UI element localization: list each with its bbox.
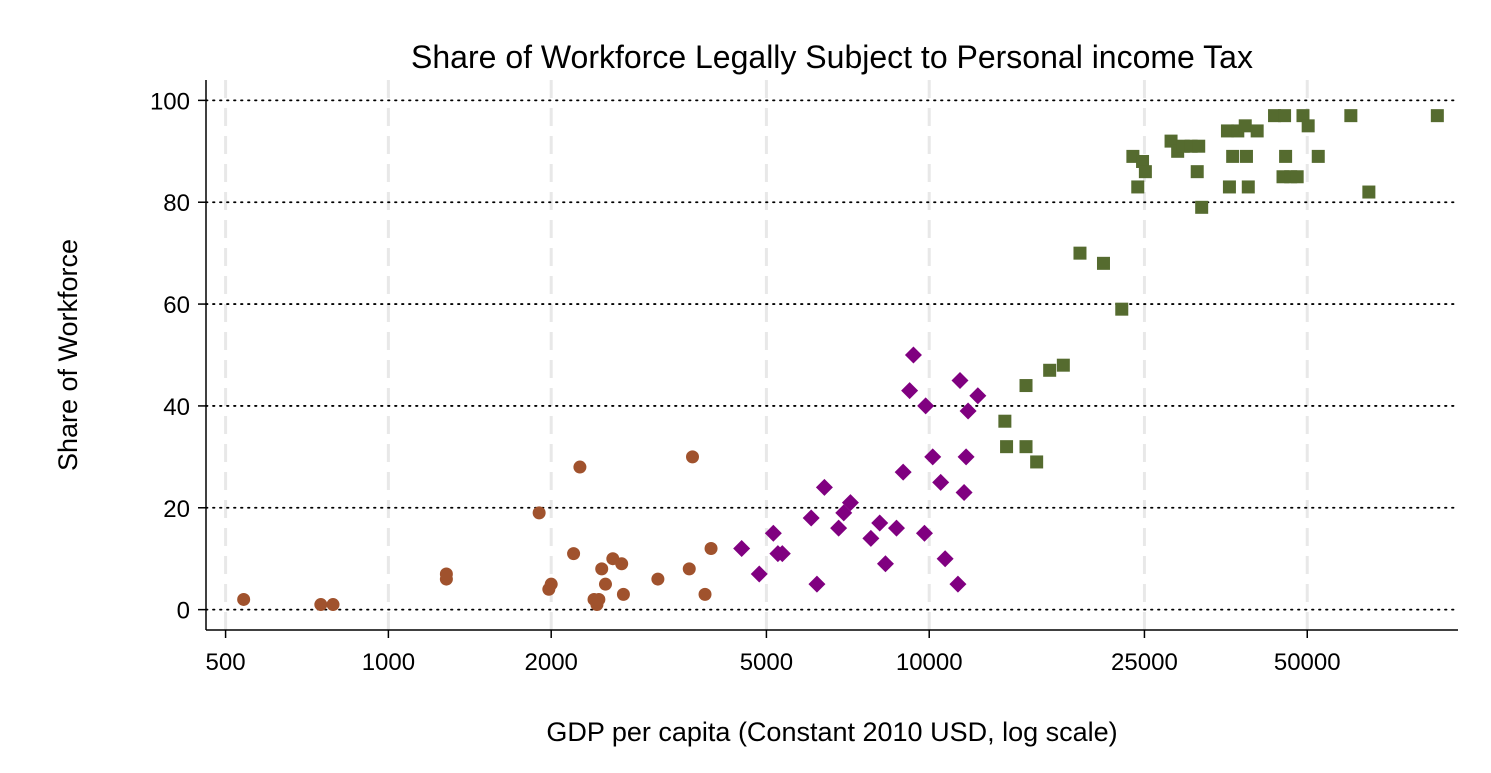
diamond-point (895, 464, 912, 481)
x-tick-label: 2000 (525, 649, 578, 676)
x-tick-label: 5000 (740, 649, 793, 676)
circle-point (705, 542, 718, 555)
diamond-point (905, 347, 922, 364)
y-tick-label: 20 (163, 496, 190, 523)
y-axis-label: Share of Workforce (53, 239, 83, 471)
square-point (1278, 109, 1291, 122)
diamond-point (969, 387, 986, 404)
square-point (1312, 150, 1325, 163)
diamond-point (830, 520, 847, 537)
x-tick-label: 50000 (1274, 649, 1341, 676)
square-point (1030, 455, 1043, 468)
square-point (1344, 109, 1357, 122)
square-point (1226, 150, 1239, 163)
circle-point (327, 598, 340, 611)
x-axis-label: GDP per capita (Constant 2010 USD, log s… (546, 717, 1117, 747)
circle-point (617, 588, 630, 601)
diamond-point (816, 479, 833, 496)
circle-point (651, 573, 664, 586)
scatter-chart: Share of Workforce Legally Subject to Pe… (0, 0, 1491, 773)
grid-lines (206, 80, 1458, 630)
x-tick-label: 25000 (1111, 649, 1178, 676)
diamond-point (888, 520, 905, 537)
square-point (1362, 186, 1375, 199)
diamond-point (877, 555, 894, 572)
axes (206, 80, 1458, 630)
diamond-point (937, 550, 954, 567)
square-point (1195, 201, 1208, 214)
diamond-point (733, 540, 750, 557)
chart-title: Share of Workforce Legally Subject to Pe… (411, 39, 1253, 75)
circle-point (686, 450, 699, 463)
diamond-point (917, 397, 934, 414)
square-point (1239, 119, 1252, 132)
circle-point (314, 598, 327, 611)
square-point (1000, 440, 1013, 453)
circle-point (533, 506, 546, 519)
diamond-point (956, 484, 973, 501)
diamond-point (924, 448, 941, 465)
diamond-point (862, 530, 879, 547)
y-tick-label: 0 (177, 598, 190, 625)
circle-point (440, 567, 453, 580)
circle-point (592, 593, 605, 606)
square-point (1251, 124, 1264, 137)
square-point (1043, 364, 1056, 377)
square-point (1097, 257, 1110, 270)
square-point (1302, 119, 1315, 132)
square-point (1020, 440, 1033, 453)
square-point (1192, 140, 1205, 153)
square-point (998, 415, 1011, 428)
y-tick-label: 80 (163, 190, 190, 217)
square-point (1431, 109, 1444, 122)
diamond-point (932, 474, 949, 491)
data-points (237, 109, 1444, 611)
y-tick-label: 40 (163, 394, 190, 421)
tick-marks: 500 1000 2000 5000 10000 25000 50000 0 20 40 60 80 1… (150, 88, 1341, 676)
circle-point (595, 562, 608, 575)
diamond-point (871, 515, 888, 532)
circle-point (573, 461, 586, 474)
x-tick-label: 1000 (362, 649, 415, 676)
x-tick-label: 500 (206, 649, 246, 676)
diamond-point (803, 509, 820, 526)
circle-point (237, 593, 250, 606)
square-point (1131, 180, 1144, 193)
square-point (1191, 165, 1204, 178)
y-tick-label: 100 (150, 88, 190, 115)
circle-point (683, 562, 696, 575)
square-point (1073, 247, 1086, 260)
square-point (1139, 165, 1152, 178)
circle-point (599, 578, 612, 591)
diamond-point (958, 448, 975, 465)
circle-point (567, 547, 580, 560)
circle-point (699, 588, 712, 601)
circle-point (615, 557, 628, 570)
square-point (1279, 150, 1292, 163)
square-point (1242, 180, 1255, 193)
diamond-point (808, 576, 825, 593)
square-point (1223, 180, 1236, 193)
circle-point (545, 578, 558, 591)
y-tick-label: 60 (163, 292, 190, 319)
square-point (1240, 150, 1253, 163)
square-point (1115, 303, 1128, 316)
diamond-point (949, 576, 966, 593)
square-point (1291, 170, 1304, 183)
diamond-point (901, 382, 918, 399)
x-tick-label: 10000 (896, 649, 963, 676)
square-point (1057, 359, 1070, 372)
square-point (1020, 379, 1033, 392)
diamond-point (951, 372, 968, 389)
